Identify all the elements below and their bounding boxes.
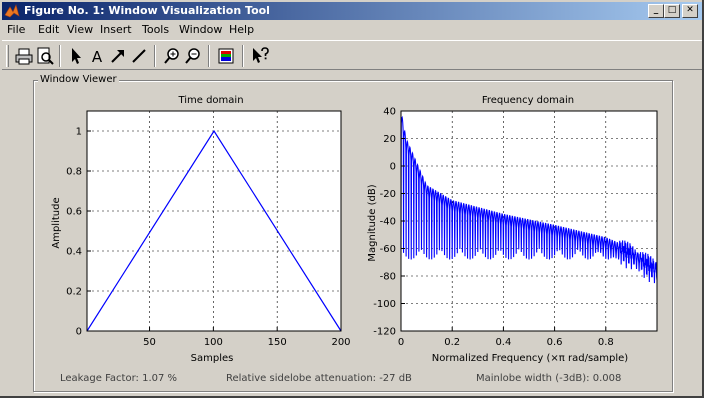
menu-help[interactable]: Help (229, 23, 255, 36)
insert-arrow-icon[interactable] (108, 46, 128, 66)
freq-x-tick-label: 0.6 (547, 337, 563, 348)
time-chart-ticks: 50 100 150 200 0 0.2 0.4 0.6 0.8 1 (66, 127, 350, 349)
window-viewer-panel (33, 80, 673, 392)
time-chart-axes-box (86, 110, 342, 332)
time-y-tick-label: 0.6 (66, 207, 82, 218)
sidelobe-attenuation-readout: Relative sidelobe attenuation: -27 dB (226, 373, 412, 384)
freq-y-tick-label: 20 (383, 134, 396, 145)
menu-view[interactable]: View (67, 23, 94, 36)
time-y-tick-label: 0.8 (66, 167, 82, 178)
freq-chart-ticks: 0 0.2 0.4 0.6 0.8 -120 -100 -80 -60 -40 -20 0 20 40 (373, 107, 613, 349)
freq-y-tick-label: -100 (373, 299, 396, 310)
pointer-arrow-icon[interactable] (66, 46, 86, 66)
time-y-tick-label: 1 (76, 127, 82, 138)
whats-this-help-icon[interactable] (250, 46, 270, 66)
time-y-tick-label: 0 (76, 327, 82, 338)
window-title: Figure No. 1: Window Visualization Tool (24, 4, 270, 17)
print-icon[interactable] (14, 46, 34, 66)
time-y-tick-label: 0.4 (66, 247, 82, 258)
freq-y-tick-label: -60 (380, 244, 396, 255)
toolbar-grip[interactable] (6, 45, 9, 67)
toolbar: A (2, 40, 702, 70)
freq-x-tick-label: 0.4 (495, 337, 511, 348)
time-ylabel: Amplitude (51, 197, 62, 248)
frequency-response-line (400, 115, 658, 284)
insert-text-icon[interactable]: A (87, 46, 107, 66)
freq-x-tick-label: 0.2 (444, 337, 460, 348)
minimize-button[interactable]: _ (648, 4, 664, 18)
matlab-logo-icon (4, 4, 20, 18)
time-y-tick-label: 0.2 (66, 287, 82, 298)
freq-x-tick-label: 0 (398, 337, 404, 348)
menu-file[interactable]: File (7, 23, 26, 36)
freq-y-tick-label: -40 (380, 217, 396, 228)
time-x-tick-label: 50 (143, 337, 156, 348)
print-preview-icon[interactable] (35, 46, 55, 66)
insert-line-icon[interactable] (129, 46, 149, 66)
freq-chart-title: Frequency domain (482, 95, 574, 106)
time-chart-plot-area (87, 111, 341, 331)
time-chart-title: Time domain (177, 95, 243, 106)
menu-edit[interactable]: Edit (38, 23, 60, 36)
menu-window[interactable]: Window (179, 23, 223, 36)
time-series-line (86, 129, 342, 332)
toolbar-separator (242, 45, 244, 67)
window-viewer-label: Window Viewer (38, 74, 119, 85)
colorbar-icon[interactable] (217, 46, 237, 66)
time-x-tick-label: 150 (268, 337, 287, 348)
time-x-tick-label: 100 (204, 337, 223, 348)
toolbar-separator (154, 45, 156, 67)
freq-y-tick-label: 0 (390, 162, 396, 173)
freq-y-tick-label: -80 (380, 272, 396, 283)
leakage-factor-readout: Leakage Factor: 1.07 % (60, 373, 178, 384)
freq-y-tick-label: -120 (373, 327, 396, 338)
freq-xlabel: Normalized Frequency (×π rad/sample) (432, 353, 629, 364)
freq-y-tick-label: -20 (380, 189, 396, 200)
toolbar-separator (208, 45, 210, 67)
time-xlabel: Samples (191, 353, 234, 364)
close-button[interactable]: ✕ (682, 4, 698, 18)
mainlobe-width-readout: Mainlobe width (-3dB): 0.008 (476, 373, 622, 384)
menu-insert[interactable]: Insert (100, 23, 132, 36)
title-bar[interactable]: Figure No. 1: Window Visualization Tool … (2, 2, 702, 20)
frequency-domain-chart[interactable]: Frequency domain 0 0.2 0.4 0.6 0.8 -120 -100 -8… (367, 95, 658, 364)
freq-ylabel: Magnitude (dB) (367, 184, 378, 261)
time-x-tick-label: 200 (331, 337, 350, 348)
freq-y-tick-label: 40 (383, 107, 396, 118)
freq-x-tick-label: 0.8 (598, 337, 614, 348)
zoom-in-icon[interactable] (162, 46, 182, 66)
insert-text-glyph: A (92, 48, 103, 66)
maximize-button[interactable]: □ (664, 4, 680, 18)
time-domain-chart[interactable]: Time domain 50 100 150 200 0 0.2 0.4 0.6 0.8 1 Sa… (51, 95, 351, 364)
zoom-out-icon[interactable] (183, 46, 203, 66)
toolbar-separator (59, 45, 61, 67)
menu-tools[interactable]: Tools (142, 23, 170, 36)
freq-chart-plot-area (401, 111, 657, 331)
menu-bar: File Edit View Insert Tools Window Help (2, 21, 702, 39)
